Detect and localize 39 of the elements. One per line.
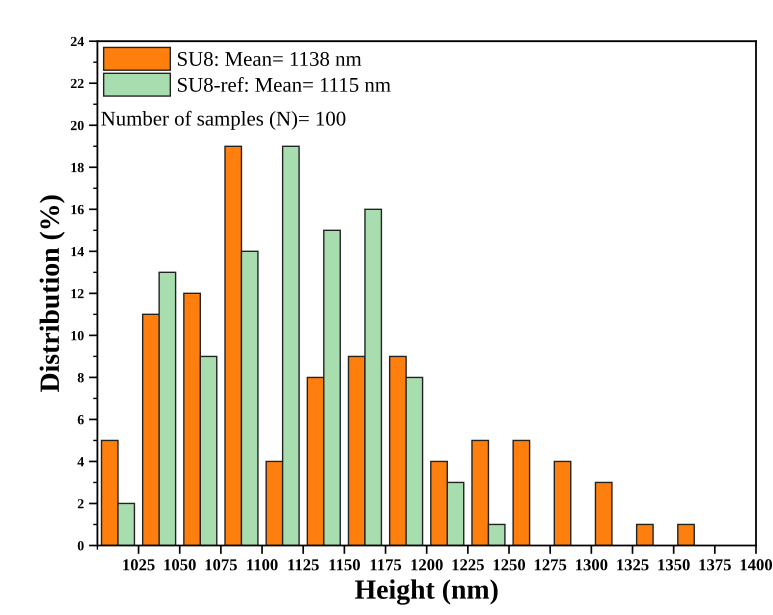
x-tick-label: 1225 — [452, 559, 484, 570]
y-tick-label: 14 — [71, 246, 84, 256]
legend-label: SU8-ref: Mean= 1115 nm — [178, 77, 391, 92]
y-tick-label: 20 — [70, 120, 84, 130]
y-tick-label: 6 — [78, 415, 84, 424]
y-tick-label: 18 — [71, 162, 84, 172]
x-tick-label: 1400 — [740, 559, 772, 570]
x-tick-label: 1150 — [330, 559, 360, 570]
x-tick-label: 1125 — [288, 559, 319, 570]
bar — [512, 440, 530, 546]
y-axis-title: Distribution (%) — [40, 195, 65, 392]
y-tick-label: 4 — [77, 457, 84, 466]
x-tick-label: 1175 — [370, 559, 402, 570]
x-tick-label: 1025 — [123, 559, 155, 570]
y-tick-label: 12 — [71, 288, 84, 298]
bar — [636, 524, 654, 546]
y-tick-label: 8 — [78, 372, 84, 382]
x-tick-label: 1075 — [206, 559, 237, 570]
y-tick-label: 16 — [71, 204, 84, 214]
legend-label: SU8: Mean= 1138 nm — [178, 52, 362, 66]
y-tick-label: 0 — [78, 541, 84, 550]
x-tick-label: 1375 — [700, 559, 731, 570]
y-tick-label: 22 — [70, 78, 84, 88]
bar — [554, 460, 572, 546]
x-tick-label: 1100 — [247, 559, 278, 570]
x-tick-label: 1050 — [164, 559, 196, 570]
x-tick-label: 1200 — [411, 559, 443, 570]
x-tick-label: 1350 — [658, 559, 690, 570]
bar — [594, 482, 613, 546]
annotation: Number of samples (N)= 100 — [101, 110, 346, 130]
y-tick-label: 10 — [71, 330, 84, 340]
x-tick-label: 1325 — [617, 559, 649, 570]
x-axis-title: Height (nm) — [355, 579, 498, 605]
bar — [677, 524, 695, 546]
x-tick-label: 1300 — [576, 559, 608, 570]
y-tick-label: 2 — [78, 499, 84, 508]
y-tick-label: 24 — [70, 36, 84, 46]
x-tick-label: 1275 — [534, 559, 566, 570]
x-tick-label: 1250 — [494, 559, 526, 570]
